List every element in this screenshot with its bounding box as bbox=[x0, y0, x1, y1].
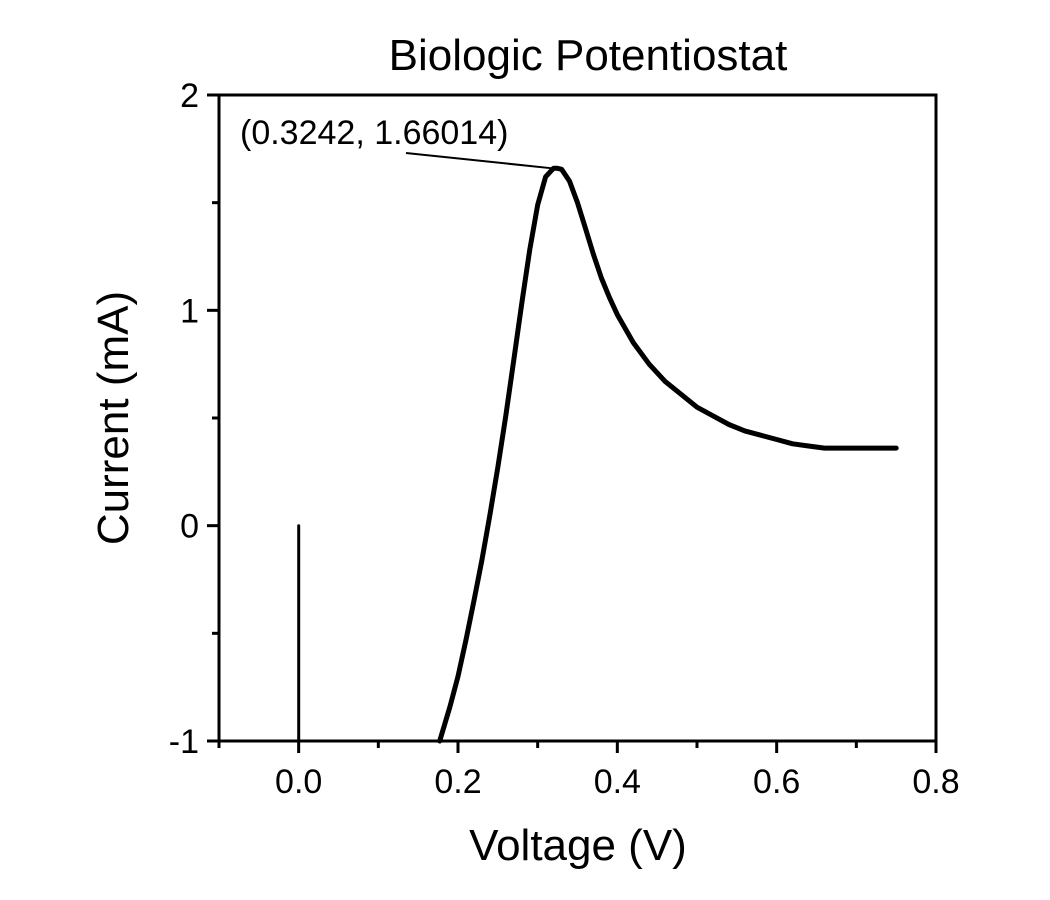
peak-annotation-label: (0.3242, 1.66014) bbox=[240, 114, 508, 152]
y-tick-label: 0 bbox=[180, 508, 199, 546]
x-tick-label: 0.4 bbox=[594, 763, 641, 801]
series-layer bbox=[297, 165, 899, 744]
x-tick-label: 0.2 bbox=[434, 763, 481, 801]
y-tick-label: 1 bbox=[180, 292, 199, 330]
x-tick-label: 0.6 bbox=[753, 763, 800, 801]
chart-title: Biologic Potentiostat bbox=[389, 31, 788, 80]
y-axis-label: Current (mA) bbox=[89, 291, 138, 545]
annotation-layer: (0.3242, 1.66014) bbox=[240, 114, 552, 170]
y-tick-label: -1 bbox=[169, 723, 199, 761]
x-axis-label: Voltage (V) bbox=[469, 821, 687, 870]
x-tick-label: 0.8 bbox=[912, 763, 959, 801]
y-tick-label: 2 bbox=[180, 77, 199, 115]
plot-area bbox=[217, 93, 938, 743]
series-line-2 bbox=[437, 165, 899, 744]
annotation-leader-line bbox=[405, 152, 552, 170]
axis-ticks: 0.0 0.2 0.4 0.6 0.8 -1 0 1 2 bbox=[169, 77, 960, 801]
plot-frame bbox=[217, 93, 938, 743]
x-tick-label: 0.0 bbox=[275, 763, 322, 801]
